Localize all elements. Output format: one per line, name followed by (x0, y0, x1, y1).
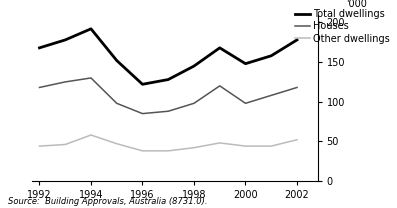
Line: Other dwellings: Other dwellings (39, 135, 297, 151)
Houses (269, 94, 274, 97)
Houses (140, 112, 145, 115)
Line: Houses: Houses (39, 78, 297, 114)
Total dwellings (218, 47, 222, 49)
Line: Total dwellings: Total dwellings (39, 29, 297, 84)
Houses (37, 86, 42, 89)
Total dwellings (243, 62, 248, 65)
Other dwellings (114, 142, 119, 145)
Houses (192, 102, 197, 105)
Houses (243, 102, 248, 105)
Total dwellings (295, 39, 299, 41)
Houses (63, 81, 67, 83)
Text: '000: '000 (346, 0, 367, 9)
Other dwellings (140, 150, 145, 152)
Total dwellings (89, 28, 93, 30)
Total dwellings (140, 83, 145, 85)
Legend: Total dwellings, Houses, Other dwellings: Total dwellings, Houses, Other dwellings (295, 9, 390, 44)
Houses (166, 110, 171, 113)
Total dwellings (63, 39, 67, 41)
Other dwellings (166, 150, 171, 152)
Other dwellings (243, 145, 248, 147)
Total dwellings (166, 78, 171, 81)
Houses (295, 86, 299, 89)
Other dwellings (37, 145, 42, 147)
Other dwellings (269, 145, 274, 147)
Other dwellings (295, 139, 299, 141)
Total dwellings (37, 47, 42, 49)
Other dwellings (89, 134, 93, 136)
Other dwellings (63, 143, 67, 146)
Other dwellings (218, 142, 222, 144)
Houses (218, 85, 222, 87)
Total dwellings (192, 65, 197, 67)
Total dwellings (269, 54, 274, 57)
Houses (89, 77, 93, 79)
Other dwellings (192, 146, 197, 149)
Houses (114, 102, 119, 105)
Text: Source:  Building Approvals, Australia (8731.0).: Source: Building Approvals, Australia (8… (8, 197, 208, 206)
Total dwellings (114, 59, 119, 62)
